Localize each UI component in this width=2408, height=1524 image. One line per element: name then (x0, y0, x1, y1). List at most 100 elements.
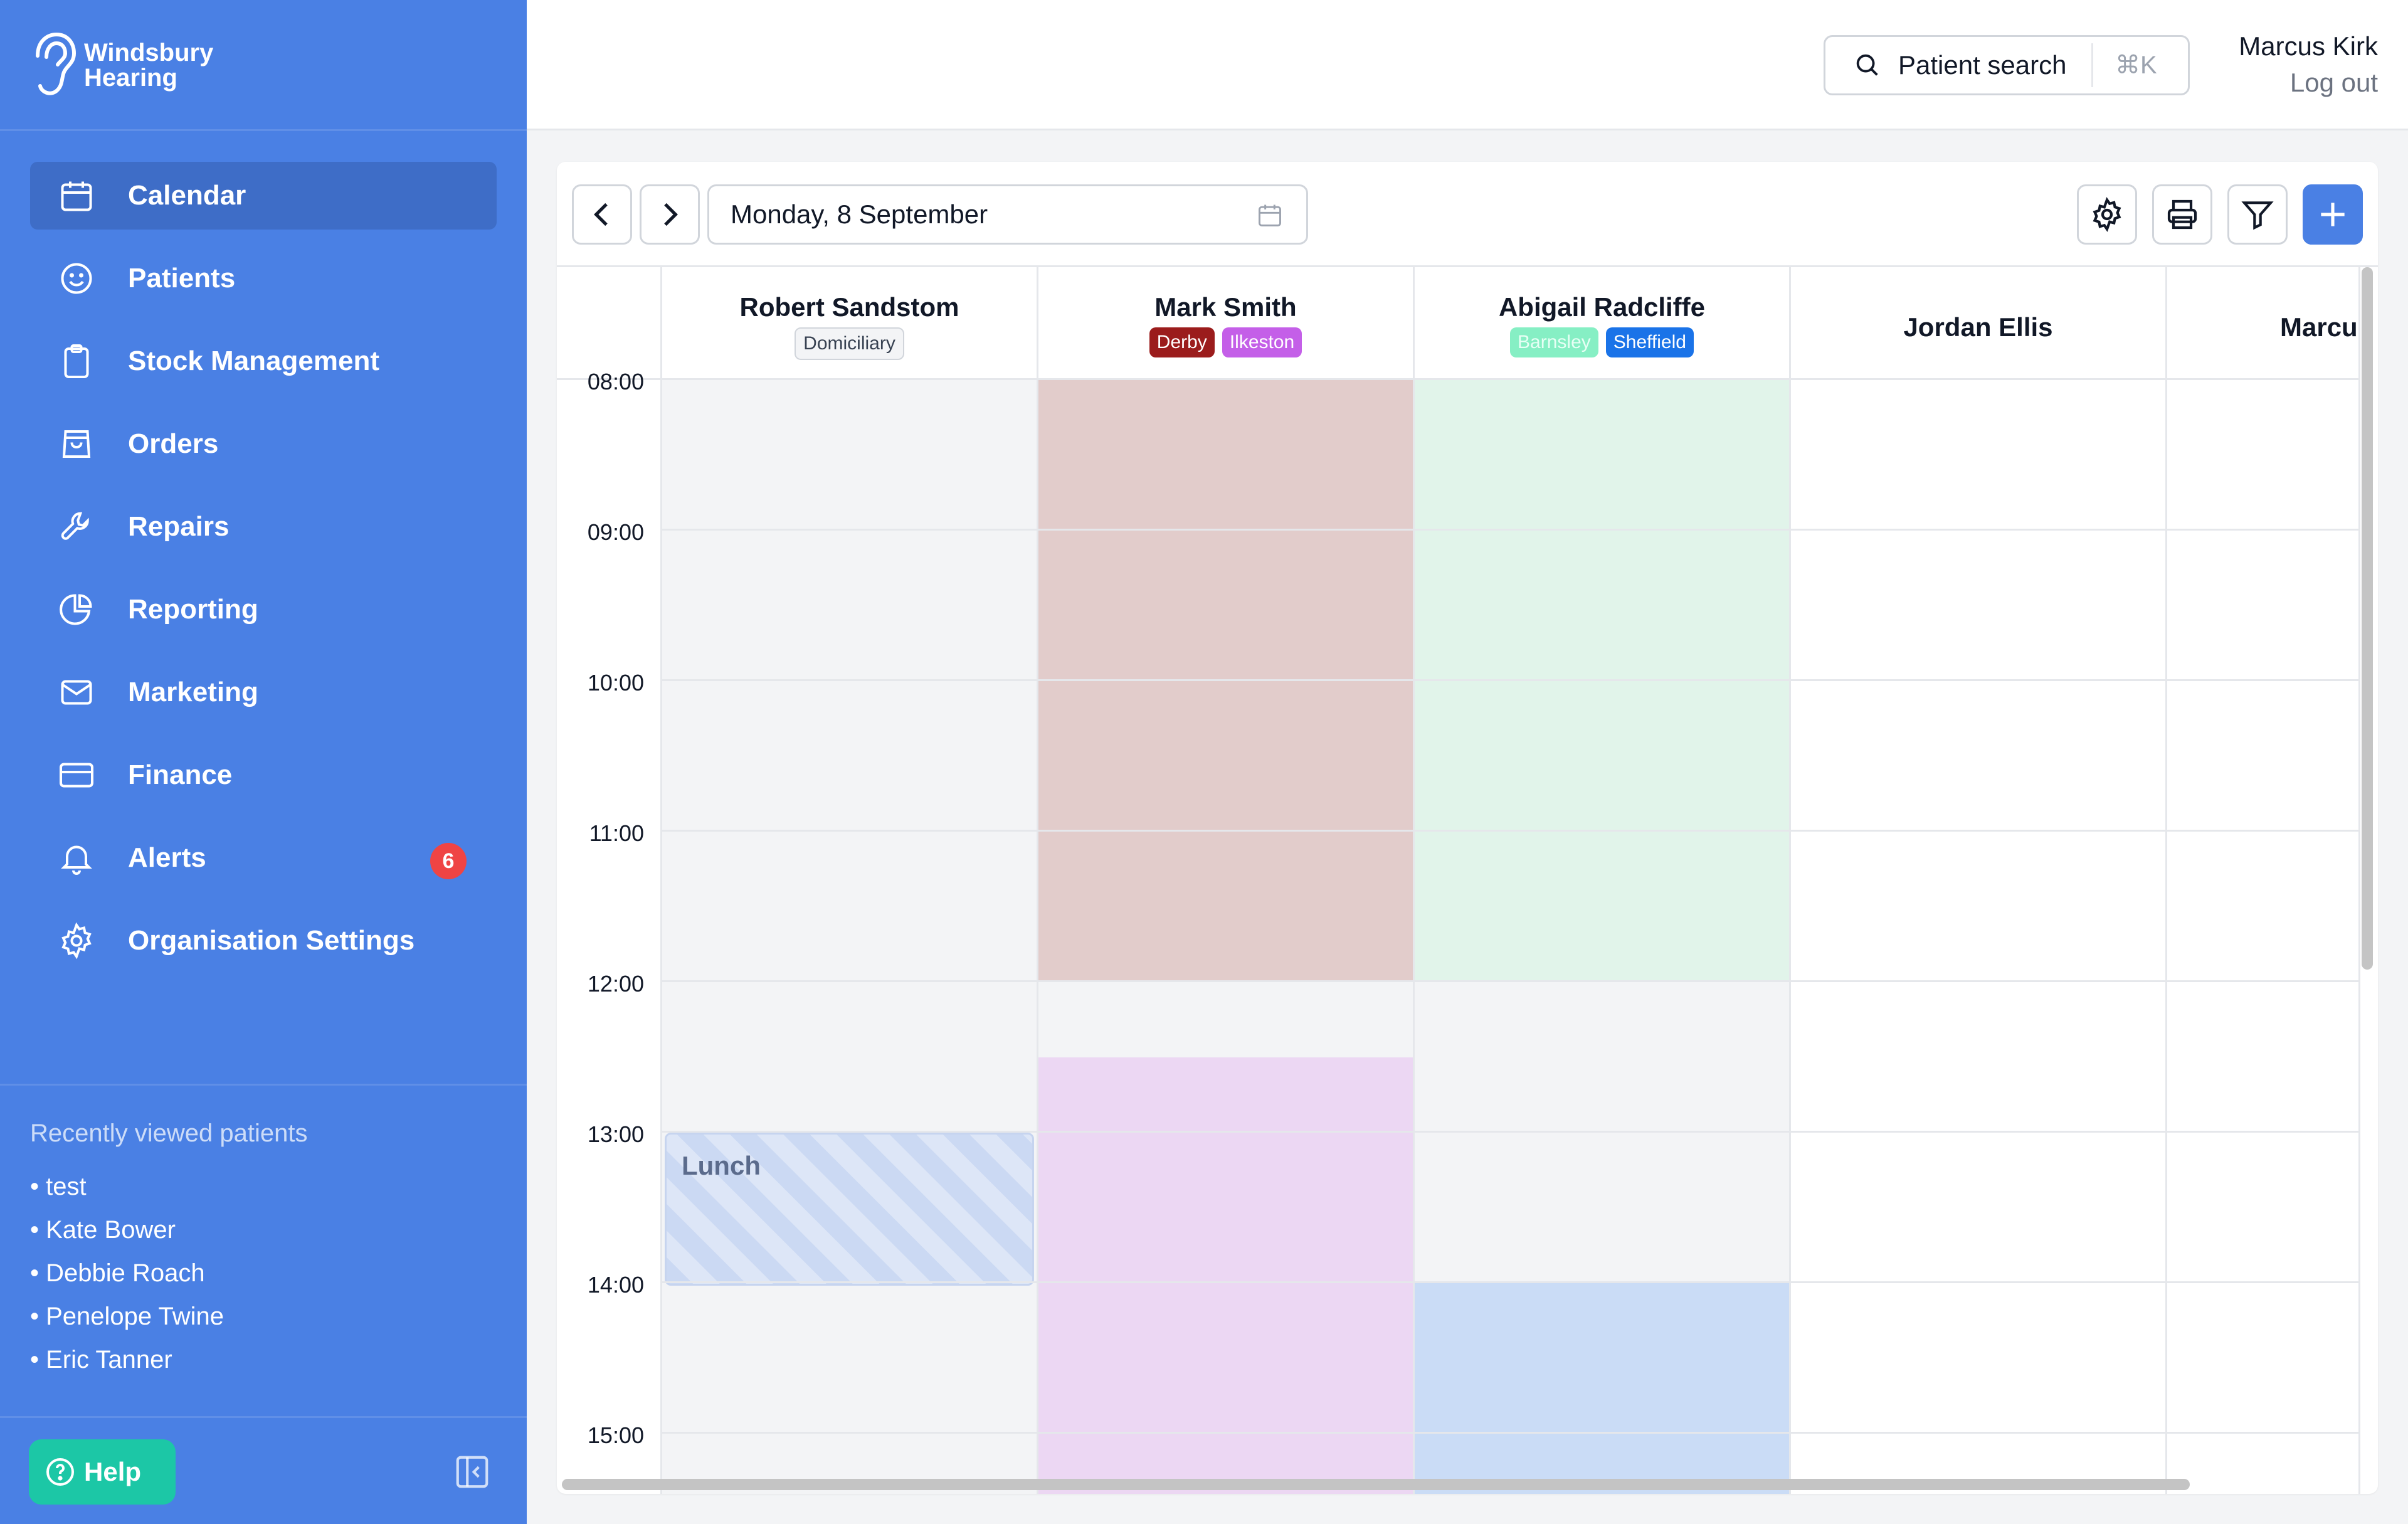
sidebar-item-stock-management[interactable]: Stock Management (30, 327, 497, 395)
question-circle-icon (46, 1458, 74, 1486)
logo-line-1: Windsbury (84, 39, 214, 66)
day-column-marcu[interactable] (2167, 380, 2360, 1494)
sidebar-item-label: Marketing (128, 677, 258, 707)
help-label: Help (84, 1457, 142, 1486)
clinician-name: Mark Smith (1154, 292, 1297, 322)
column-header-marcu[interactable]: Marcu (2167, 267, 2360, 380)
day-column-abigail-radcliffe[interactable] (1415, 380, 1791, 1494)
availability-block-ilkeston[interactable] (1038, 1057, 1413, 1494)
calendar-icon (61, 181, 92, 211)
collapse-sidebar-icon[interactable] (453, 1453, 492, 1491)
time-label: 12:00 (587, 971, 644, 997)
lunch-label: Lunch (682, 1151, 761, 1180)
search-shortcut: ⌘K (2115, 51, 2157, 79)
recent-patient-link[interactable]: Penelope Twine (30, 1295, 507, 1338)
credit-card-icon (60, 763, 93, 788)
logout-link[interactable]: Log out (2289, 68, 2378, 97)
plus-icon (2321, 203, 2345, 226)
calendar-settings-button[interactable] (2077, 184, 2137, 245)
sidebar-item-calendar[interactable]: Calendar (30, 162, 497, 230)
day-column-jordan-ellis[interactable] (1791, 380, 2167, 1494)
shopping-bag-icon (62, 430, 91, 458)
logo-line-2: Hearing (84, 64, 177, 92)
clipboard-icon (64, 344, 89, 378)
availability-block-barnsley[interactable] (1415, 380, 1789, 982)
clinic-tag: Derby (1149, 327, 1215, 357)
clinician-name: Abigail Radcliffe (1498, 292, 1706, 322)
sidebar-item-label: Reporting (128, 594, 258, 625)
day-column-robert-sandstom[interactable]: Lunch (662, 380, 1038, 1494)
sidebar-divider (0, 129, 527, 131)
alerts-count-badge: 6 (430, 843, 467, 879)
clinician-name: Jordan Ellis (1903, 312, 2053, 342)
recent-patient-link[interactable]: Debbie Roach (30, 1252, 507, 1295)
sidebar-item-organisation-settings[interactable]: Organisation Settings (30, 907, 497, 975)
vertical-scrollbar[interactable] (2362, 267, 2373, 970)
print-button[interactable] (2152, 184, 2212, 245)
chevron-left-icon (594, 203, 608, 226)
time-label: 11:00 (589, 820, 644, 846)
patient-search-label: Patient search (1898, 50, 2067, 80)
add-appointment-button[interactable] (2303, 184, 2363, 245)
availability-block-sheffield[interactable] (1415, 1283, 1789, 1494)
time-label: 10:00 (587, 670, 644, 696)
previous-day-button[interactable] (572, 184, 632, 245)
column-header-jordan-ellis[interactable]: Jordan Ellis (1791, 267, 2167, 380)
clinic-tag: Ilkeston (1222, 327, 1302, 357)
horizontal-scrollbar[interactable] (562, 1479, 2190, 1490)
time-label: 09:00 (587, 519, 644, 545)
availability-block-derby[interactable] (1038, 380, 1413, 982)
column-header-robert-sandstom[interactable]: Robert Sandstom Domiciliary (662, 267, 1038, 380)
column-header-abigail-radcliffe[interactable]: Abigail Radcliffe Barnsley Sheffield (1415, 267, 1791, 380)
sidebar-item-label: Organisation Settings (128, 925, 415, 956)
time-label: 13:00 (587, 1121, 644, 1147)
ear-icon (36, 32, 77, 95)
clinician-name: Marcu (2280, 312, 2358, 342)
clinician-name: Robert Sandstom (739, 292, 959, 322)
clinic-tag: Domiciliary (795, 327, 904, 360)
bell-icon (61, 845, 92, 875)
sidebar-item-reporting[interactable]: Reporting (30, 576, 497, 643)
day-column-mark-smith[interactable] (1038, 380, 1415, 1494)
recent-patients-title: Recently viewed patients (30, 1119, 308, 1147)
sidebar-item-label: Orders (128, 428, 219, 459)
next-day-button[interactable] (640, 184, 700, 245)
calendar-icon (1259, 204, 1281, 226)
time-label: 08:00 (587, 369, 644, 394)
lunch-block[interactable]: Lunch (665, 1133, 1034, 1286)
sidebar-item-repairs[interactable]: Repairs (30, 493, 497, 561)
sidebar-item-label: Stock Management (128, 346, 379, 376)
recent-patient-link[interactable]: test (30, 1165, 507, 1209)
sidebar-item-alerts[interactable]: Alerts 6 (30, 824, 497, 892)
sidebar-item-marketing[interactable]: Marketing (30, 659, 497, 726)
help-button[interactable]: Help (29, 1439, 176, 1505)
sidebar-item-label: Alerts (128, 842, 206, 873)
gear-icon (61, 922, 92, 960)
sidebar-item-label: Finance (128, 759, 233, 790)
clinic-tag: Sheffield (1605, 327, 1694, 357)
app-logo[interactable]: Windsbury Hearing (30, 30, 213, 100)
filter-button[interactable] (2227, 184, 2288, 245)
wrench-icon (61, 512, 89, 540)
sidebar-divider (0, 1084, 527, 1086)
patient-search-button[interactable]: Patient search ⌘K (1824, 35, 2190, 95)
recent-patient-link[interactable]: Eric Tanner (30, 1338, 507, 1382)
search-divider (2091, 43, 2093, 87)
recent-patient-link[interactable]: Kate Bower (30, 1209, 507, 1252)
sidebar-item-label: Patients (128, 263, 236, 294)
printer-icon (2167, 199, 2197, 230)
time-column-header (557, 267, 662, 380)
sidebar-item-finance[interactable]: Finance (30, 741, 497, 809)
filter-icon (2241, 201, 2274, 230)
sidebar-item-label: Calendar (128, 180, 246, 211)
date-picker-input[interactable]: Monday, 8 September (707, 184, 1308, 245)
sidebar-item-orders[interactable]: Orders (30, 410, 497, 478)
chevron-right-icon (664, 203, 678, 226)
sidebar-item-patients[interactable]: Patients (30, 245, 497, 312)
main-nav: Calendar Patients Stock Management Order… (30, 162, 497, 990)
clinic-tag: Barnsley (1510, 327, 1598, 357)
pie-chart-icon (60, 594, 92, 625)
calendar-panel: Monday, 8 September Robert Sandstom Domi… (557, 162, 2378, 1494)
calendar-toolbar: Monday, 8 September (557, 162, 2378, 267)
column-header-mark-smith[interactable]: Mark Smith Derby Ilkeston (1038, 267, 1415, 380)
